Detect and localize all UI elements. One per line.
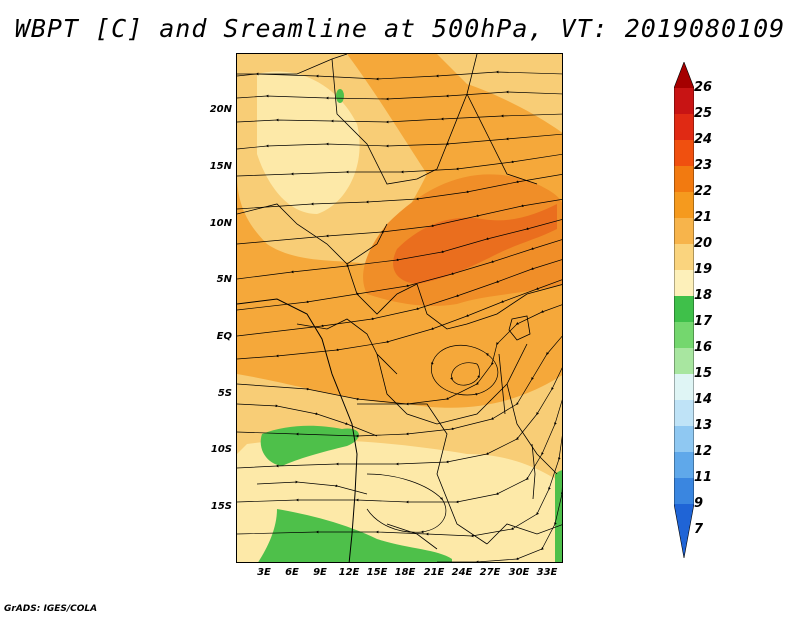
lat-label-20n: 20N: [209, 104, 232, 115]
colorbar-label-13: 13: [694, 418, 713, 433]
colorbar-label-11: 11: [694, 470, 713, 485]
streamlines: [237, 70, 562, 562]
colorbar-bin-18: [674, 270, 694, 296]
colorbar-bin-20: [674, 218, 694, 244]
lon-label-33e: 33E: [536, 567, 558, 578]
colorbar-label-18: 18: [694, 288, 713, 303]
colorbar-label-17: 17: [694, 314, 713, 329]
colorbar-bin-23: [674, 140, 694, 166]
colorbar-bin-12: [674, 426, 694, 452]
lon-label-15e: 15E: [366, 567, 388, 578]
wbpt-map: [236, 53, 563, 563]
colorbar-bin-21: [674, 192, 694, 218]
colorbar-label-24: 24: [694, 132, 713, 147]
lat-label-15n: 15N: [209, 161, 232, 172]
colorbar-bin-19: [674, 244, 694, 270]
lat-label-eq: EQ: [216, 331, 232, 342]
colorbar-label-9: 9: [694, 496, 704, 511]
lon-label-27e: 27E: [479, 567, 501, 578]
lon-label-9e: 9E: [313, 567, 327, 578]
colorbar-label-21: 21: [694, 210, 713, 225]
colorbar-bottom-arrow: [674, 504, 694, 558]
colorbar-label-22: 22: [694, 184, 713, 199]
colorbar-bin-17: [674, 296, 694, 322]
colorbar-label-7: 7: [694, 522, 704, 537]
lon-label-21e: 21E: [423, 567, 445, 578]
colorbar-top-arrow: [674, 62, 694, 88]
lat-label-10s: 10S: [210, 444, 232, 455]
colorbar-label-14: 14: [694, 392, 713, 407]
colorbar-label-15: 15: [694, 366, 713, 381]
colorbar-bin-14: [674, 374, 694, 400]
colorbar-bin-13: [674, 400, 694, 426]
lon-label-30e: 30E: [508, 567, 530, 578]
chart-title: WBPT [C] and Sreamline at 500hPa, VT: 20…: [14, 14, 786, 43]
colorbar-label-25: 25: [694, 106, 713, 121]
colorbar-bin-25: [674, 88, 694, 114]
lat-label-10n: 10N: [209, 218, 232, 229]
colorbar: [674, 62, 694, 558]
colorbar-bin-16: [674, 322, 694, 348]
lat-label-15s: 15S: [210, 501, 232, 512]
grads-credit: GrADS: IGES/COLA: [4, 604, 98, 614]
colorbar-bin-15: [674, 348, 694, 374]
lat-label-5n: 5N: [216, 274, 232, 285]
colorbar-bin-11: [674, 452, 694, 478]
colorbar-label-19: 19: [694, 262, 713, 277]
wbpt-region-17-18-sahara-dot: [336, 89, 344, 103]
colorbar-label-16: 16: [694, 340, 713, 355]
lon-label-6e: 6E: [285, 567, 299, 578]
wbpt-map-canvas: [237, 54, 562, 562]
lat-label-5s: 5S: [217, 388, 232, 399]
lon-label-24e: 24E: [451, 567, 473, 578]
lon-label-3e: 3E: [257, 567, 271, 578]
colorbar-label-20: 20: [694, 236, 713, 251]
colorbar-bin-24: [674, 114, 694, 140]
colorbar-label-12: 12: [694, 444, 713, 459]
colorbar-bin-22: [674, 166, 694, 192]
colorbar-label-23: 23: [694, 158, 713, 173]
colorbar-label-26: 26: [694, 80, 713, 95]
lon-label-18e: 18E: [394, 567, 416, 578]
wbpt-region-17-18-east-coast: [555, 470, 562, 562]
colorbar-bin-9: [674, 478, 694, 504]
lon-label-12e: 12E: [338, 567, 360, 578]
